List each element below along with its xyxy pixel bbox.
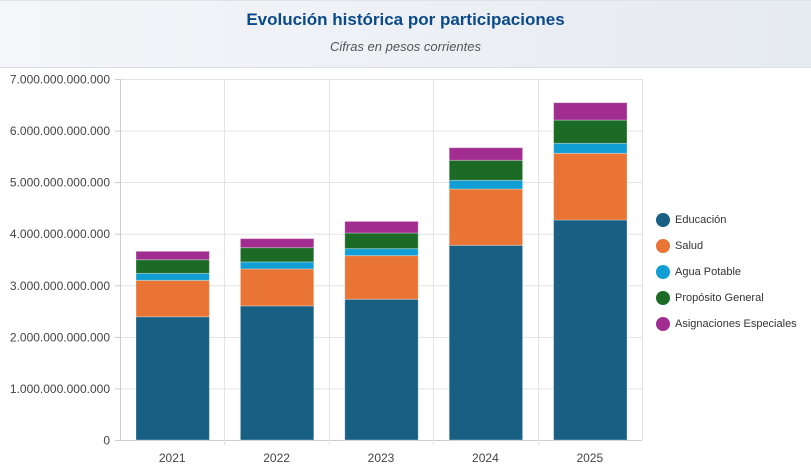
legend-label: Agua Potable — [675, 266, 742, 278]
bar-segment-educación-2023 — [344, 298, 419, 441]
x-tick-label: 2024 — [472, 451, 499, 465]
legend-label: Asignaciones Especiales — [675, 318, 797, 330]
y-tick-label: 1.000.000.000.000 — [10, 382, 110, 396]
bar-segment-salud-2025 — [553, 152, 628, 221]
y-tick-label: 5.000.000.000.000 — [10, 176, 110, 190]
bar-segment-asignaciones-especiales-2022 — [239, 238, 315, 249]
bar-segment-agua-potable-2025 — [553, 142, 628, 154]
legend-swatch — [656, 239, 670, 253]
x-tick-label: 2021 — [159, 451, 186, 465]
bar-segment-propósito-general-2022 — [239, 247, 315, 263]
x-tick-label: 2023 — [368, 451, 395, 465]
bar-segment-propósito-general-2021 — [135, 259, 210, 274]
bar-segment-educación-2021 — [135, 316, 210, 441]
y-tick-label: 6.000.000.000.000 — [10, 124, 110, 138]
bar-segment-asignaciones-especiales-2025 — [553, 102, 628, 121]
legend-item[interactable]: Propósito General — [656, 285, 797, 311]
y-tick-label: 4.000.000.000.000 — [10, 227, 110, 241]
legend-item[interactable]: Salud — [656, 233, 797, 259]
bar-segment-agua-potable-2024 — [448, 179, 524, 190]
legend-swatch — [656, 317, 670, 331]
legend: Educación Salud Agua Potable Propósito Gene… — [656, 207, 797, 337]
y-tick-label: 2.000.000.000.000 — [10, 330, 110, 344]
legend-swatch — [656, 265, 670, 279]
bar-segment-propósito-general-2023 — [344, 232, 419, 250]
chart-subtitle: Cifras en pesos corrientes — [329, 39, 481, 54]
bar-segment-salud-2023 — [344, 255, 419, 300]
chart-title: Evolución histórica por participaciones — [246, 10, 565, 29]
bar-segment-asignaciones-especiales-2023 — [344, 220, 419, 234]
legend-label: Educación — [675, 214, 727, 226]
x-tick-label: 2025 — [576, 451, 603, 465]
bar-segment-agua-potable-2023 — [344, 248, 419, 257]
bar-segment-educación-2024 — [448, 244, 524, 441]
legend-item[interactable]: Agua Potable — [656, 259, 797, 285]
bar-segment-educación-2025 — [553, 219, 628, 441]
bar-segment-salud-2021 — [135, 279, 210, 318]
bar-segment-propósito-general-2025 — [553, 119, 628, 144]
bar-segment-educación-2022 — [239, 305, 315, 441]
chart-header: Evolución histórica por participaciones … — [0, 0, 811, 68]
x-tick-label: 2022 — [263, 451, 290, 465]
legend-item[interactable]: Educación — [656, 207, 797, 233]
y-tick-label: 7.000.000.000.000 — [10, 73, 110, 87]
y-tick-label: 3.000.000.000.000 — [10, 279, 110, 293]
bar-segment-propósito-general-2024 — [448, 159, 524, 181]
bar-segment-asignaciones-especiales-2024 — [448, 147, 524, 161]
bar-segment-salud-2022 — [239, 268, 315, 307]
legend-label: Salud — [675, 240, 704, 252]
legend-swatch — [656, 213, 670, 227]
bar-segment-agua-potable-2021 — [135, 272, 210, 281]
legend-label: Propósito General — [675, 292, 764, 304]
bar-segment-salud-2024 — [448, 188, 524, 246]
bar-segment-agua-potable-2022 — [239, 261, 315, 270]
legend-swatch — [656, 291, 670, 305]
legend-item[interactable]: Asignaciones Especiales — [656, 311, 797, 337]
bar-segment-asignaciones-especiales-2021 — [135, 250, 210, 261]
y-tick-label: 0 — [103, 434, 110, 448]
